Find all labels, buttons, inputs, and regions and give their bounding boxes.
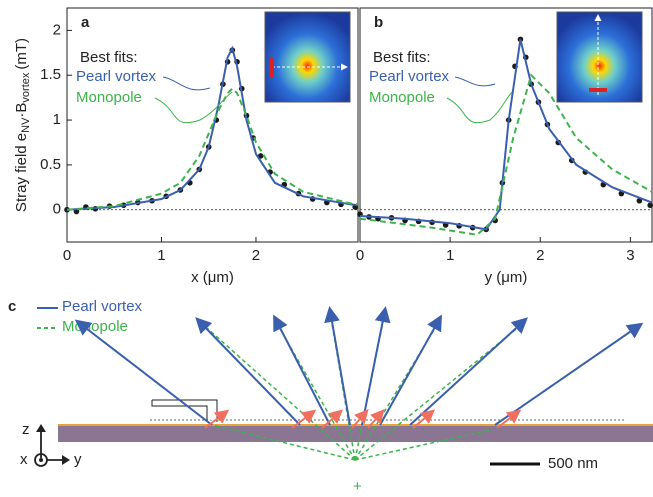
- y-axis-label-part: e: [13, 133, 30, 141]
- x-axis-label: x (μm): [191, 269, 234, 286]
- x-tick-label: 2: [252, 247, 260, 264]
- axis-label: z: [22, 421, 30, 438]
- data-point: [647, 202, 653, 209]
- scale-bar-label: 500 nm: [548, 455, 598, 472]
- x-tick-label: 3: [626, 247, 634, 264]
- axis-label: y: [74, 451, 82, 468]
- legend-title: Best fits:: [373, 49, 431, 66]
- y-axis-label-part: vortex: [20, 72, 32, 102]
- y-axis-label-part: B: [13, 103, 30, 113]
- legend-label: Pearl vortex: [62, 298, 143, 315]
- fit-line: [66, 87, 359, 211]
- x-axis-label: y (μm): [485, 269, 528, 286]
- panel-label: b: [374, 14, 383, 31]
- legend-title: Best fits:: [80, 49, 138, 66]
- y-axis-label: Stray field eNV·Bvortex (mT): [13, 38, 32, 212]
- y-axis-label-part: ·: [13, 113, 30, 118]
- panel-label: c: [8, 298, 16, 315]
- fit-line: [359, 39, 653, 231]
- data-point: [636, 197, 643, 204]
- y-tick-label: 1: [53, 111, 61, 128]
- data-point: [64, 206, 70, 213]
- x-tick-label: 0: [356, 247, 364, 264]
- x-tick-label: 1: [446, 247, 454, 264]
- y-axis-label-part: Stray field: [13, 141, 30, 212]
- y-tick-label: 0.5: [40, 156, 61, 173]
- panel-label: a: [81, 14, 90, 31]
- plot-frame: [359, 7, 653, 243]
- x-tick-label: 0: [63, 247, 71, 264]
- plot-frame: [66, 7, 359, 243]
- schematic: c Pearl vortex Monopole: [8, 298, 653, 495]
- inset-b: [556, 11, 643, 103]
- legend-label: Monopole: [62, 318, 128, 335]
- x-tick-label: 2: [536, 247, 544, 264]
- legend-label: Pearl vortex: [76, 68, 157, 85]
- inset-a: [264, 11, 351, 103]
- leader: [454, 76, 496, 87]
- plots: 0 1 2 0 0.5 1 1.5 2 x (μm) a Best fits: Stray field…: [13, 7, 653, 286]
- y-axis-label-part: (mT): [13, 38, 30, 70]
- legend-label: Monopole: [76, 89, 142, 106]
- legend-label: Pearl vortex: [369, 68, 450, 85]
- x-tick-label: 1: [157, 247, 165, 264]
- y-tick-label: 0: [53, 201, 61, 218]
- y-tick-label: 2: [53, 21, 61, 38]
- source: +: [353, 478, 362, 495]
- fit-line: [66, 45, 359, 211]
- fit-line: [359, 73, 653, 236]
- axis-label: x: [20, 451, 28, 468]
- leader: [446, 91, 513, 124]
- y-tick-label: 1.5: [40, 66, 61, 83]
- leader: [154, 91, 233, 124]
- leader: [162, 76, 211, 91]
- y-axis-label-part: NV: [20, 117, 32, 133]
- legend-label: Monopole: [369, 89, 435, 106]
